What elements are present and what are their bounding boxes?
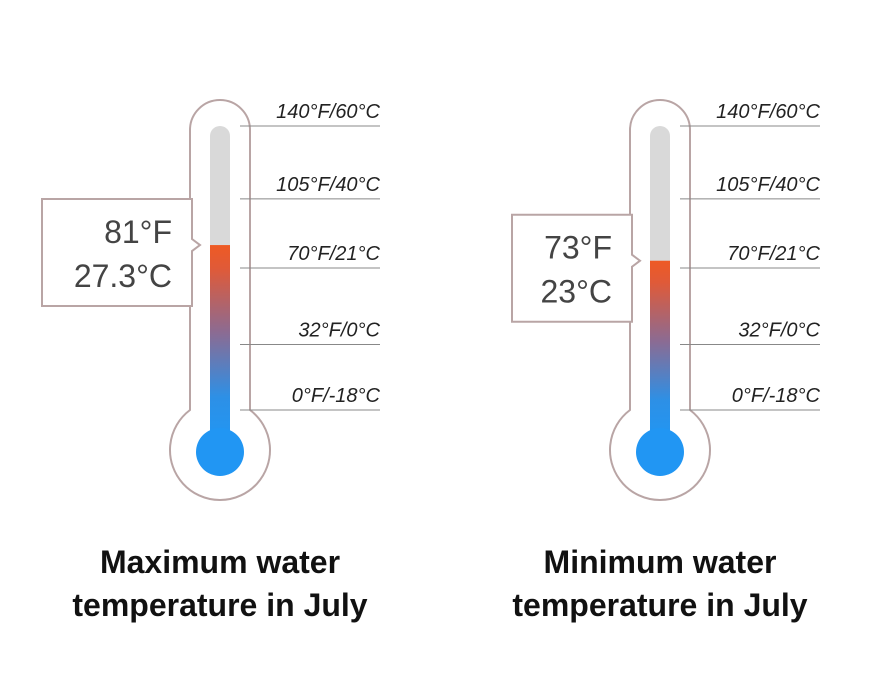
thermometer: 140°F/60°C 105°F/40°C 70°F/21°C 32°F/0°C 0°F…	[41, 99, 381, 623]
tick-label: 0°F/-18°C	[732, 385, 821, 407]
mercury	[650, 260, 670, 440]
tick-label: 140°F/60°C	[716, 101, 820, 123]
tick-label: 0°F/-18°C	[292, 385, 381, 407]
callout	[511, 213, 642, 323]
bulb	[196, 428, 244, 476]
title: temperature in July	[72, 587, 367, 623]
callout	[41, 198, 202, 308]
bulb	[636, 428, 684, 476]
title: Maximum water	[100, 544, 340, 580]
value-label-c: 23°C	[541, 274, 613, 310]
value-label-f: 81°F	[104, 214, 172, 250]
tick-label: 105°F/40°C	[276, 174, 380, 196]
tick-label: 105°F/40°C	[716, 174, 820, 196]
title: Minimum water	[544, 544, 777, 580]
tick-label: 140°F/60°C	[276, 101, 380, 123]
value-label-c: 27.3°C	[74, 258, 172, 294]
tick-label: 70°F/21°C	[287, 243, 380, 265]
thermometer: 140°F/60°C 105°F/40°C 70°F/21°C 32°F/0°C 0°F…	[511, 99, 821, 623]
tick-label: 32°F/0°C	[738, 319, 820, 341]
mercury	[210, 245, 230, 440]
title: temperature in July	[512, 587, 807, 623]
tick-label: 32°F/0°C	[298, 319, 380, 341]
tick-label: 70°F/21°C	[727, 243, 820, 265]
value-label-f: 73°F	[544, 230, 612, 266]
